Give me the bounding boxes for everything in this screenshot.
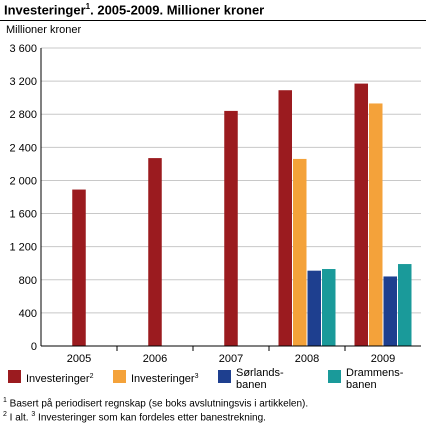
chart-title: Investeringer1. 2005-2009. Millioner kro… xyxy=(4,2,264,17)
bar xyxy=(354,83,368,346)
bars xyxy=(72,83,412,347)
y-tick-label: 2 800 xyxy=(9,109,37,121)
x-tick-label: 2005 xyxy=(67,353,91,365)
legend-label: banen xyxy=(346,379,377,391)
legend-swatch xyxy=(113,370,126,383)
x-tick-label: 2007 xyxy=(219,353,243,365)
bar xyxy=(369,103,383,346)
y-tick-label: 800 xyxy=(19,275,37,287)
legend-swatch xyxy=(218,370,231,383)
legend: Investeringer2 Investeringer3 Sørlands-ban… xyxy=(8,367,404,391)
y-tick-label: 400 xyxy=(19,308,37,320)
x-axis: 2005 2006 2007 2008 2009 xyxy=(41,345,421,365)
legend-label: banen xyxy=(236,379,267,391)
y-tick-label: 1 600 xyxy=(9,209,37,221)
bar xyxy=(278,90,292,346)
legend-label: Drammens- xyxy=(346,367,404,379)
y-tick-label: 2 400 xyxy=(9,142,37,154)
title-divider xyxy=(0,20,426,21)
x-tick-label: 2009 xyxy=(371,353,395,365)
y-tick-label: 1 200 xyxy=(9,242,37,254)
footnote-3-mark: 3 xyxy=(31,411,36,418)
legend-label-footnote-mark: 2 xyxy=(90,373,94,380)
chart-title-rest: . 2005-2009. Millioner kroner xyxy=(90,2,265,18)
legend-swatch xyxy=(328,370,341,383)
legend-label: Investeringer2 xyxy=(26,373,94,385)
bar xyxy=(398,264,412,346)
legend-label: Investeringer3 xyxy=(131,373,199,385)
bar xyxy=(148,158,162,346)
footnote-1-text: Basert på periodisert regnskap (se boks … xyxy=(6,398,309,410)
y-tick-label: 3 600 xyxy=(9,43,37,55)
chart-title-main: Investeringer xyxy=(4,2,86,18)
y-tick-label: 2 000 xyxy=(9,175,37,187)
y-axis-label: Millioner kroner xyxy=(6,24,82,36)
bar xyxy=(224,110,238,347)
legend-label-footnote-mark: 3 xyxy=(195,373,199,380)
bar xyxy=(322,269,336,346)
footnote-2: 2 I alt. 3 Investeringer som kan fordele… xyxy=(3,411,266,423)
bar-chart: Millioner kroner 0 400 800 1 200 1 600 2 000 2… xyxy=(6,24,421,391)
bar xyxy=(72,189,86,346)
y-tick-label: 3 200 xyxy=(9,76,37,88)
y-tick-labels: 0 400 800 1 200 1 600 2 000 2 400 2 800 3 200 3 6… xyxy=(9,43,37,353)
footnote-1: 1 Basert på periodisert regnskap (se bok… xyxy=(3,397,308,409)
legend-label: Sørlands- xyxy=(236,367,284,379)
bar xyxy=(383,276,397,346)
chart-title-footnote-mark: 1 xyxy=(85,2,91,11)
x-tick-label: 2006 xyxy=(143,353,167,365)
footnote-3-text: Investeringer som kan fordeles etter ban… xyxy=(35,412,266,424)
x-tick-label: 2008 xyxy=(295,353,319,365)
y-tick-label: 0 xyxy=(31,341,37,353)
bar xyxy=(307,270,321,346)
bar xyxy=(293,158,307,346)
footnote-2-mark: 2 xyxy=(3,411,7,418)
footnote-2-text: I alt. xyxy=(6,412,32,424)
footnote-1-mark: 1 xyxy=(3,397,7,404)
legend-swatch xyxy=(8,370,21,383)
